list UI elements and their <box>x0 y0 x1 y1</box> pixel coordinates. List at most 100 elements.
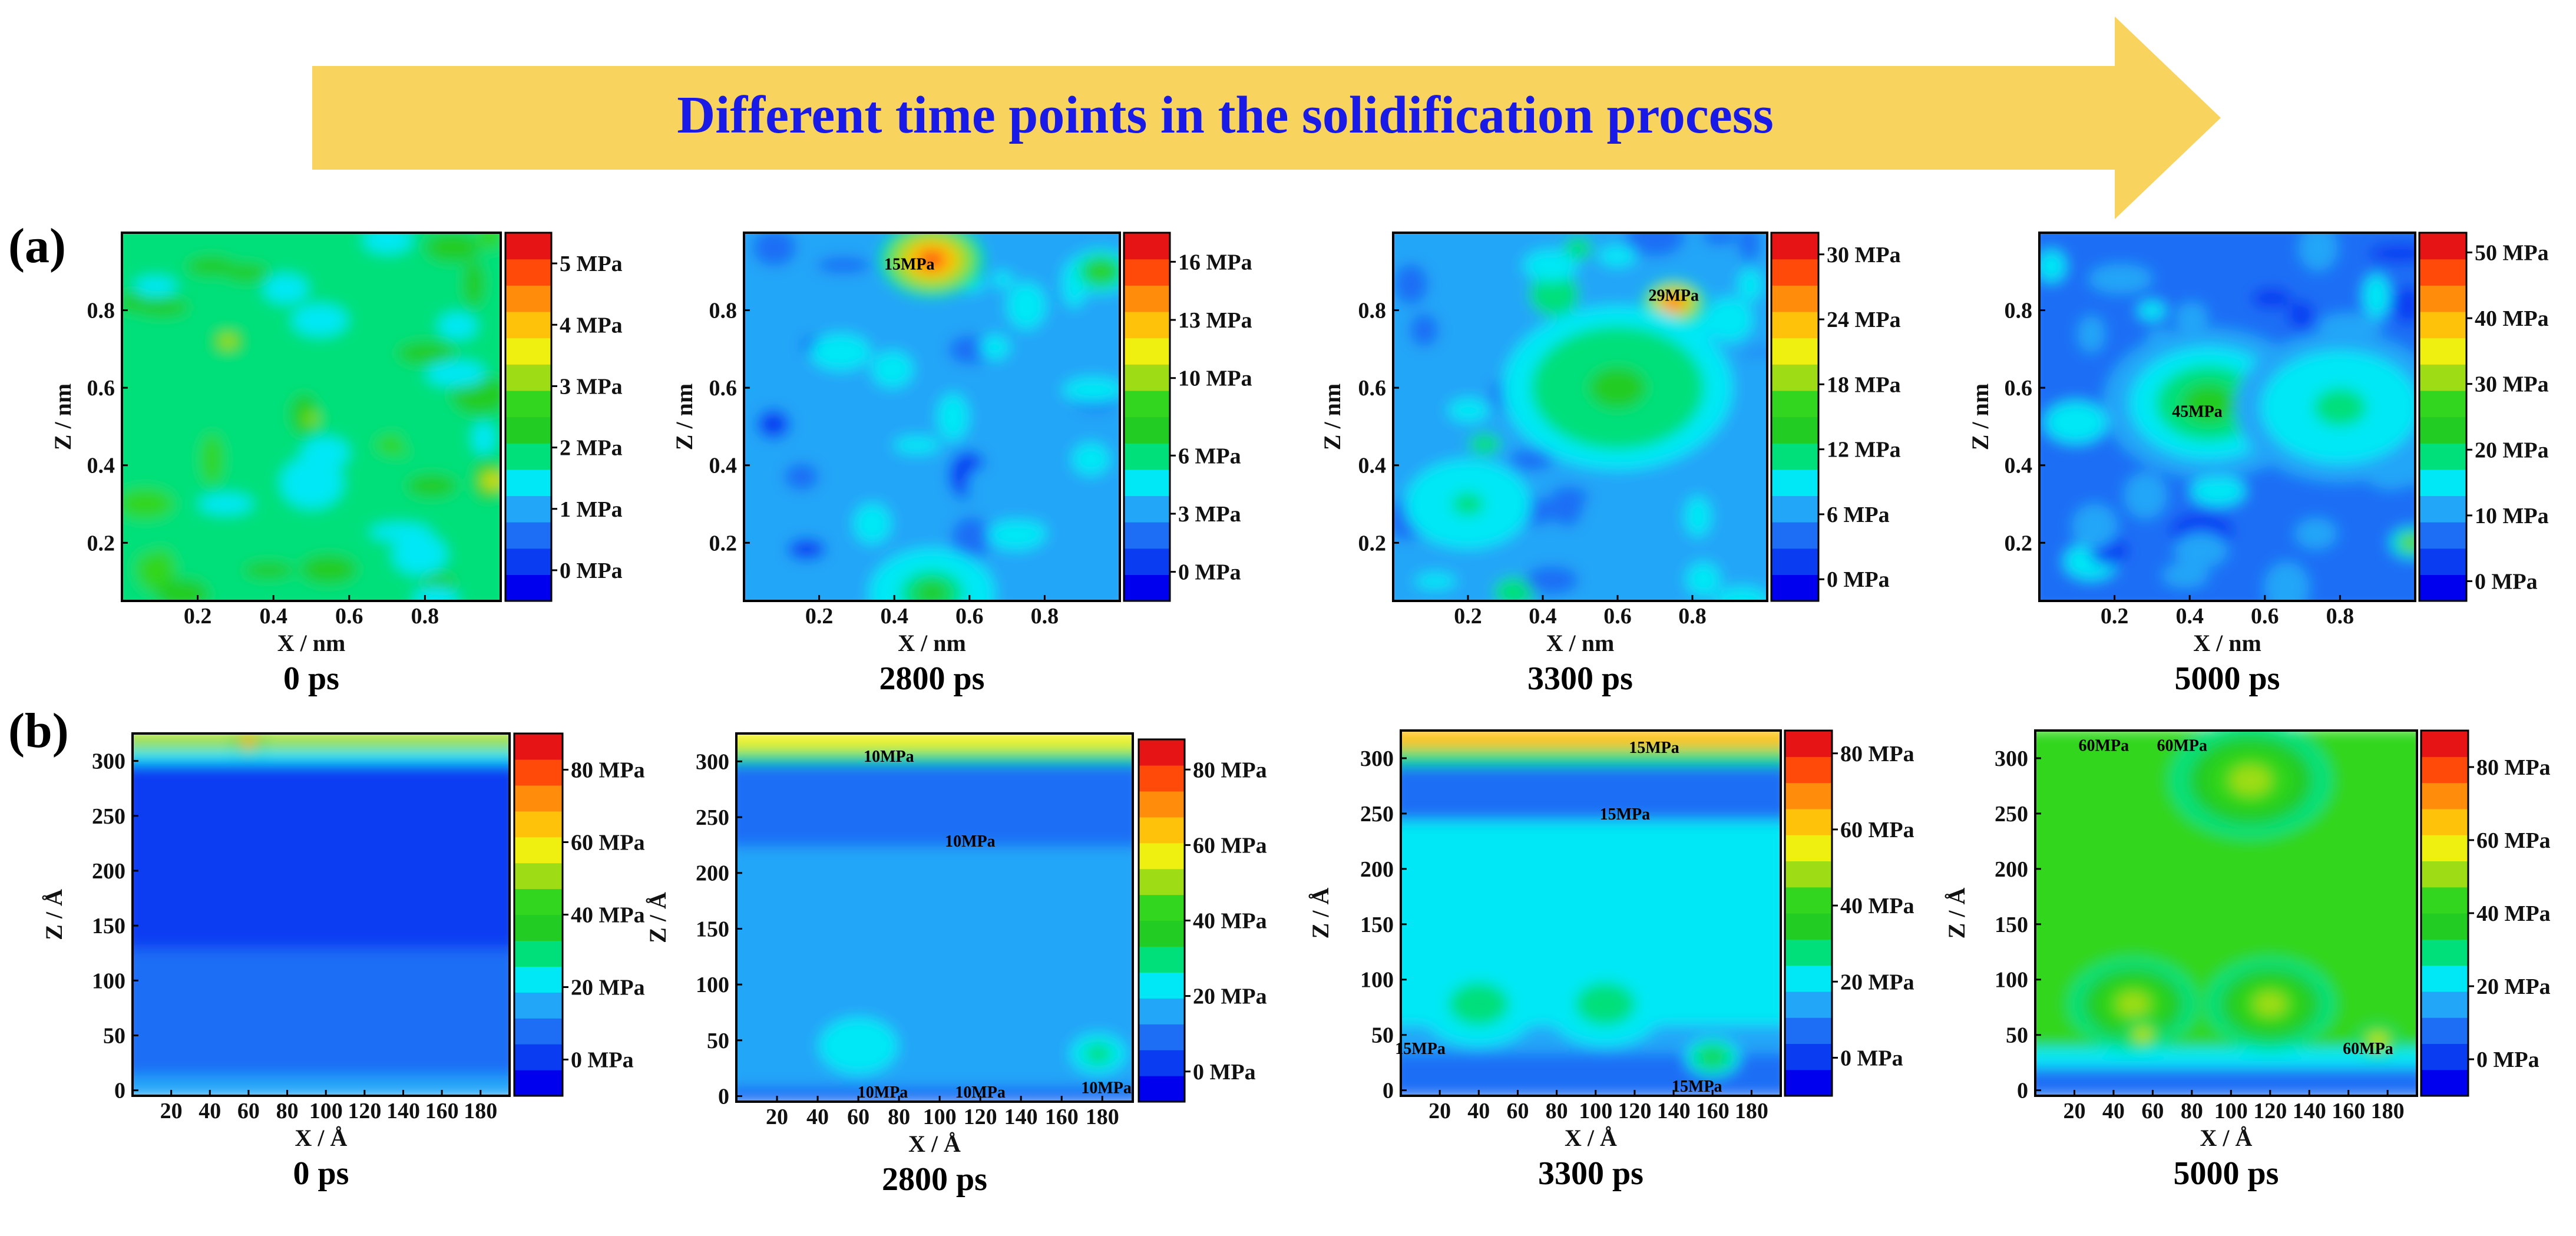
stress-blob <box>346 293 369 324</box>
stress-blob <box>1750 549 1767 601</box>
colorbar-step <box>1771 522 1818 549</box>
stress-annotation: 15MPa <box>884 256 935 274</box>
colorbar: 0 MPa 10 MPa 20 MPa 30 MPa 40 MPa 50 MPa <box>2418 232 2549 602</box>
colorbar-step <box>2421 808 2468 835</box>
stress-blob <box>871 351 914 388</box>
colorbar-step <box>1771 338 1818 365</box>
stress-blob <box>1039 554 1076 578</box>
stress-blob <box>790 233 855 242</box>
x-tick-label: 0.8 <box>411 604 439 629</box>
stress-blob <box>2363 273 2390 318</box>
stress-blob <box>2299 233 2338 271</box>
colorbar-step <box>1785 756 1832 784</box>
heatmap-field <box>1401 731 1781 1096</box>
x-tick-label: 140 <box>386 1099 420 1123</box>
time-label: 3300 ps <box>1538 1155 1644 1192</box>
stress-blob <box>292 304 348 336</box>
stress-blob <box>406 474 458 498</box>
stress-blob <box>784 463 819 491</box>
stress-blob <box>990 561 1024 601</box>
colorbar-step <box>505 390 551 418</box>
y-tick-label: 100 <box>696 973 729 997</box>
colorbar-tick-label: 0 MPa <box>1178 560 1241 585</box>
stress-hotspot <box>1590 993 1621 1015</box>
stress-layer <box>133 1072 510 1096</box>
y-tick-label: 0.2 <box>2005 531 2033 556</box>
x-tick-label: 180 <box>464 1099 497 1123</box>
x-axis-label: X / Å <box>908 1131 961 1157</box>
stress-blob <box>1738 268 1763 302</box>
colorbar-step <box>2421 756 2468 784</box>
stress-blob <box>1715 586 1767 601</box>
x-axis-label: X / Å <box>295 1125 348 1151</box>
colorbar-tick-label: 60 MPa <box>1840 818 1914 842</box>
colorbar-tick-label: 0 MPa <box>1827 567 1890 592</box>
colorbar-step <box>1139 765 1185 792</box>
stress-blob <box>2072 504 2118 549</box>
colorbar-step <box>514 940 563 967</box>
colorbar-step <box>1139 920 1185 947</box>
colorbar-step <box>505 285 551 312</box>
colorbar-step <box>505 233 551 260</box>
colorbar-step <box>1771 469 1818 497</box>
panel-a-4: 0.2 0.4 0.6 0.8 0.2 0.4 0.6 0.8 X / nm Z / nm 5000… <box>1967 232 2549 697</box>
y-tick-label: 50 <box>103 1024 125 1049</box>
colorbar: 0 MPa 1 MPa 2 MPa 3 MPa 4 MPa 5 MPa <box>504 232 623 602</box>
stress-annotation: 15MPa <box>1672 1078 1722 1096</box>
stress-blob <box>300 554 358 584</box>
stress-annotation: 10MPa <box>945 832 996 851</box>
x-tick-label: 0.6 <box>955 604 984 629</box>
stress-blob <box>479 233 501 250</box>
stress-blob <box>2201 562 2238 599</box>
colorbar-step <box>514 1018 563 1045</box>
x-tick-label: 0.2 <box>2101 604 2129 629</box>
stress-annotation: 10MPa <box>1081 1079 1132 1097</box>
y-tick-label: 50 <box>2006 1023 2028 1048</box>
stress-blob <box>2088 264 2153 293</box>
colorbar-step <box>505 417 551 444</box>
stress-blob <box>1062 377 1120 403</box>
x-tick-label: 0.4 <box>1529 604 1557 629</box>
stress-blob <box>1684 495 1711 537</box>
stress-annotation: 60MPa <box>2079 736 2129 755</box>
y-axis-label: Z / Å <box>41 889 67 940</box>
stress-blob <box>2162 563 2208 588</box>
stress-annotation: 15MPa <box>1600 805 1651 824</box>
colorbar-tick-label: 60 MPa <box>1193 833 1267 858</box>
stress-annotation: 10MPa <box>864 748 914 766</box>
x-tick-label: 0.6 <box>1603 604 1632 629</box>
x-tick-label: 20 <box>2063 1099 2085 1123</box>
colorbar-step <box>2419 285 2466 312</box>
colorbar-step <box>1124 574 1170 602</box>
colorbar-step <box>1771 548 1818 575</box>
y-tick-label: 250 <box>696 805 729 830</box>
heatmap-field <box>1393 233 1767 601</box>
stress-hotspot <box>2372 1036 2383 1045</box>
x-tick-label: 160 <box>1045 1105 1079 1129</box>
colorbar-step <box>1139 894 1185 921</box>
colorbar-step <box>1139 998 1185 1025</box>
colorbar-step <box>1771 285 1818 312</box>
heatmap-field <box>133 733 510 1096</box>
stress-annotation: 60MPa <box>2157 736 2207 755</box>
stress-blob <box>1521 530 1556 548</box>
x-tick-label: 60 <box>1506 1099 1529 1123</box>
x-axis-label: X / Å <box>2200 1125 2253 1151</box>
colorbar-tick-label: 80 MPa <box>1840 742 1914 766</box>
stress-blob <box>2264 561 2310 601</box>
stress-blob <box>980 335 1010 360</box>
x-tick-label: 0.2 <box>805 604 834 629</box>
colorbar-step <box>505 311 551 339</box>
colorbar-step <box>2419 443 2466 470</box>
colorbar-step <box>1785 782 1832 809</box>
x-tick-label: 60 <box>237 1099 260 1123</box>
stress-layer <box>1401 762 1781 821</box>
stress-hotspot <box>489 478 497 484</box>
time-label: 3300 ps <box>1527 660 1633 697</box>
y-tick-label: 200 <box>696 861 729 886</box>
stress-blob <box>438 312 478 340</box>
colorbar: 0 MPa 20 MPa 40 MPa 60 MPa 80 MPa <box>1784 729 1914 1097</box>
panel-a-1: 0.2 0.4 0.6 0.8 0.2 0.4 0.6 0.8 X / nm Z / nm 0 ps… <box>49 232 623 697</box>
stress-blob <box>788 538 826 560</box>
y-tick-label: 50 <box>707 1029 729 1053</box>
